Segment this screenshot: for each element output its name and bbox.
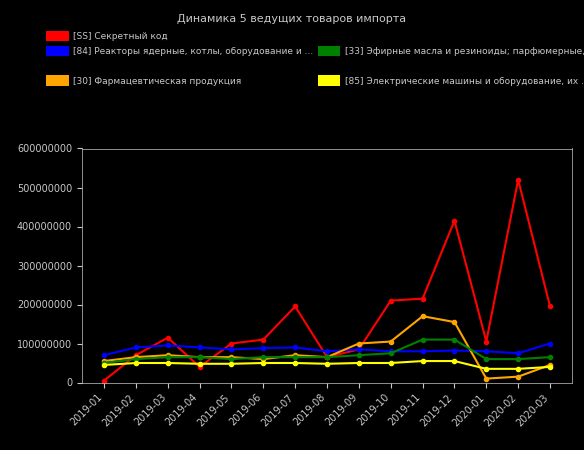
[84] Реакторы ядерные, котлы, оборудование и ... xyxy=(419,349,426,354)
Line: [84] Реакторы ядерные, котлы, оборудование и ...: [84] Реакторы ядерные, котлы, оборудован… xyxy=(102,342,552,357)
[85] Электрические машины и оборудование, их ... xyxy=(324,361,331,366)
[30] Фармацевтическая продукция xyxy=(228,355,235,360)
[33] Эфирные масла и резиноиды; парфюмерные, ... xyxy=(324,355,331,360)
[84] Реакторы ядерные, котлы, оборудование и ... xyxy=(547,341,554,346)
[33] Эфирные масла и резиноиды; парфюмерные, ... xyxy=(260,355,267,360)
[84] Реакторы ядерные, котлы, оборудование и ... xyxy=(164,343,171,348)
[SS] Секретный код xyxy=(133,352,140,358)
[33] Эфирные масла и резиноиды; парфюмерные, ... xyxy=(356,352,363,358)
[SS] Секретный код xyxy=(451,218,458,223)
[85] Электрические машины и оборудование, их ... xyxy=(356,360,363,366)
[30] Фармацевтическая продукция xyxy=(419,314,426,319)
[30] Фармацевтическая продукция xyxy=(196,355,203,360)
[SS] Секретный код xyxy=(483,339,490,344)
[30] Фармацевтическая продукция xyxy=(324,355,331,360)
[33] Эфирные масла и резиноиды; парфюмерные, ... xyxy=(387,351,394,356)
[30] Фармацевтическая продукция xyxy=(515,374,522,379)
[SS] Секретный код xyxy=(164,335,171,340)
[33] Эфирные масла и резиноиды; парфюмерные, ... xyxy=(547,355,554,360)
[SS] Секретный код xyxy=(324,355,331,360)
[84] Реакторы ядерные, котлы, оборудование и ... xyxy=(387,349,394,354)
[SS] Секретный код xyxy=(515,177,522,182)
[30] Фармацевтическая продукция xyxy=(260,356,267,362)
[84] Реакторы ядерные, котлы, оборудование и ... xyxy=(100,352,107,358)
Line: [SS] Секретный код: [SS] Секретный код xyxy=(102,178,552,382)
[84] Реакторы ядерные, котлы, оборудование и ... xyxy=(324,349,331,354)
[84] Реакторы ядерные, котлы, оборудование и ... xyxy=(260,346,267,351)
[85] Электрические машины и оборудование, их ... xyxy=(483,366,490,372)
[30] Фармацевтическая продукция xyxy=(164,352,171,358)
[33] Эфирные масла и резиноиды; парфюмерные, ... xyxy=(196,355,203,360)
[84] Реакторы ядерные, котлы, оборудование и ... xyxy=(196,345,203,350)
[33] Эфирные масла и резиноиды; парфюмерные, ... xyxy=(164,355,171,360)
[33] Эфирные масла и резиноиды; парфюмерные, ... xyxy=(451,337,458,342)
[30] Фармацевтическая продукция xyxy=(356,341,363,346)
[SS] Секретный код xyxy=(260,337,267,342)
[85] Электрические машины и оборудование, их ... xyxy=(515,366,522,372)
[84] Реакторы ядерные, котлы, оборудование и ... xyxy=(356,346,363,352)
[85] Электрические машины и оборудование, их ... xyxy=(196,361,203,366)
[SS] Секретный код xyxy=(356,346,363,352)
[30] Фармацевтическая продукция xyxy=(133,355,140,360)
[30] Фармацевтическая продукция xyxy=(100,358,107,364)
Line: [30] Фармацевтическая продукция: [30] Фармацевтическая продукция xyxy=(102,314,552,381)
[30] Фармацевтическая продукция xyxy=(387,339,394,344)
[85] Электрические машины и оборудование, их ... xyxy=(451,358,458,364)
[84] Реакторы ядерные, котлы, оборудование и ... xyxy=(291,345,298,350)
[33] Эфирные масла и резиноиды; парфюмерные, ... xyxy=(228,356,235,362)
[33] Эфирные масла и резиноиды; парфюмерные, ... xyxy=(419,337,426,342)
[33] Эфирные масла и резиноиды; парфюмерные, ... xyxy=(515,356,522,362)
[85] Электрические машины и оборудование, их ... xyxy=(133,360,140,366)
[SS] Секретный код xyxy=(419,296,426,302)
[84] Реакторы ядерные, котлы, оборудование и ... xyxy=(133,345,140,350)
[SS] Секретный код xyxy=(196,364,203,369)
[33] Эфирные масла и резиноиды; парфюмерные, ... xyxy=(100,360,107,366)
[84] Реакторы ядерные, котлы, оборудование и ... xyxy=(515,351,522,356)
[84] Реакторы ядерные, котлы, оборудование и ... xyxy=(483,349,490,354)
[33] Эфирные масла и резиноиды; парфюмерные, ... xyxy=(291,355,298,360)
[30] Фармацевтическая продукция xyxy=(483,376,490,381)
[85] Электрические машины и оборудование, их ... xyxy=(100,362,107,368)
[30] Фармацевтическая продукция xyxy=(291,352,298,358)
[84] Реакторы ядерные, котлы, оборудование и ... xyxy=(451,348,458,353)
Text: Динамика 5 ведущих товаров импорта: Динамика 5 ведущих товаров импорта xyxy=(178,14,406,23)
[85] Электрические машины и оборудование, их ... xyxy=(228,361,235,366)
[85] Электрические машины и оборудование, их ... xyxy=(164,360,171,366)
[85] Электрические машины и оборудование, их ... xyxy=(260,360,267,366)
[SS] Секретный код xyxy=(387,298,394,303)
[33] Эфирные масла и резиноиды; парфюмерные, ... xyxy=(133,356,140,362)
[85] Электрические машины и оборудование, их ... xyxy=(547,364,554,369)
[85] Электрические машины и оборудование, их ... xyxy=(291,360,298,366)
[84] Реакторы ядерные, котлы, оборудование и ... xyxy=(228,346,235,352)
[85] Электрические машины и оборудование, их ... xyxy=(419,358,426,364)
[30] Фармацевтическая продукция xyxy=(451,320,458,325)
[85] Электрические машины и оборудование, их ... xyxy=(387,360,394,366)
[SS] Секретный код xyxy=(100,378,107,383)
[30] Фармацевтическая продукция xyxy=(547,362,554,368)
Line: [85] Электрические машины и оборудование, их ...: [85] Электрические машины и оборудование… xyxy=(102,359,552,371)
[SS] Секретный код xyxy=(291,304,298,309)
[SS] Секретный код xyxy=(228,341,235,346)
[33] Эфирные масла и резиноиды; парфюмерные, ... xyxy=(483,356,490,362)
[SS] Секретный код xyxy=(547,304,554,309)
Legend: [SS] Секретный код, [84] Реакторы ядерные, котлы, оборудование и ..., , [30] Фар: [SS] Секретный код, [84] Реакторы ядерны… xyxy=(43,27,584,90)
Line: [33] Эфирные масла и резиноиды; парфюмерные, ...: [33] Эфирные масла и резиноиды; парфюмер… xyxy=(102,338,552,365)
